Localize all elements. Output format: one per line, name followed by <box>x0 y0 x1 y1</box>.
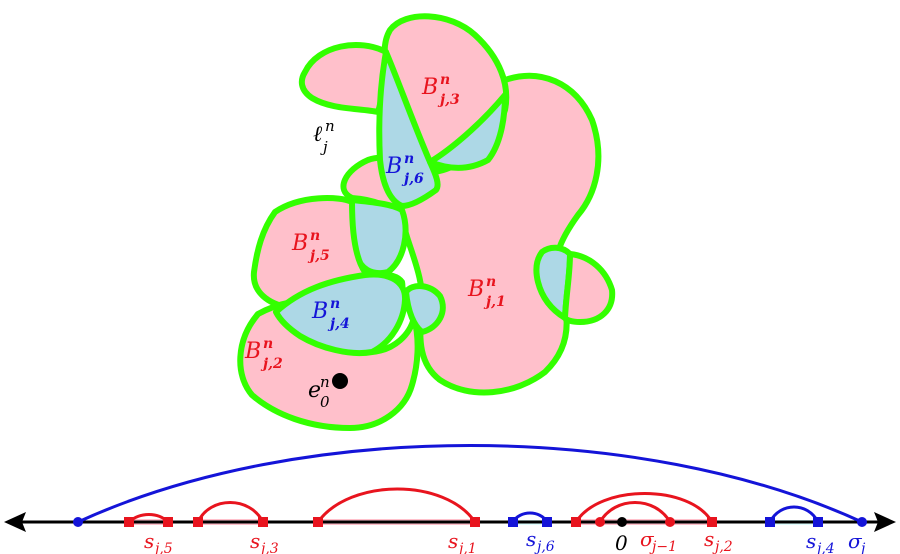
marker-s6-right <box>542 517 552 527</box>
marker-zero <box>617 517 627 527</box>
arc-s1 <box>316 487 477 523</box>
region-blue-small-lower <box>403 283 446 335</box>
arc-s2-outer <box>574 492 714 523</box>
marker-s5-left <box>124 517 134 527</box>
label-e0: e <box>308 378 321 403</box>
label-ell-sup: n <box>325 117 335 135</box>
arc-sigma-prev <box>598 501 672 523</box>
axis-label-zero: 0 <box>615 531 628 554</box>
label-ell-sub: j <box>320 138 328 156</box>
axis-label-sigma-sub: j <box>858 541 866 554</box>
marker-sigma-prev-left <box>595 517 605 527</box>
label-e0-sub: 0 <box>320 393 330 411</box>
region-b6 <box>376 49 441 209</box>
axis-label-s6-sub: j,6 <box>534 539 555 554</box>
region-right-ear <box>562 251 616 325</box>
axis-label-s1: s <box>448 529 458 553</box>
axis-label-sigma-prev-sub: j−1 <box>649 539 677 554</box>
label-b3: B <box>421 75 438 100</box>
label-b6-sub: j,6 <box>401 171 424 187</box>
label-b5-sup: n <box>310 228 320 244</box>
label-b6-sup: n <box>404 151 414 167</box>
label-b4: B <box>311 299 328 324</box>
axis-label-sigma-prev: σ <box>640 527 655 551</box>
axis-label-sigma: σ <box>848 529 863 553</box>
axis-label-s4: s <box>806 529 816 553</box>
left-arrow-icon <box>4 512 26 532</box>
marker-s3-left <box>193 517 203 527</box>
marker-sigma-right <box>857 517 867 527</box>
label-b1-sup: n <box>486 274 496 290</box>
region-b4 <box>273 271 408 356</box>
marker-s2-right <box>707 517 717 527</box>
e0-point <box>332 373 348 389</box>
marker-s1-left <box>313 517 323 527</box>
marker-s1-right <box>470 517 480 527</box>
axis-label-s3-sub: j,3 <box>258 541 279 554</box>
axis-label-s1-sub: j,1 <box>456 541 477 554</box>
axis-label-s5-sub: j,5 <box>152 541 173 554</box>
axis-label-s3: s <box>250 529 260 553</box>
marker-sigma-prev-right <box>665 517 675 527</box>
arc-s3 <box>196 501 265 523</box>
label-b1: B <box>467 277 484 302</box>
label-b2: B <box>244 339 261 364</box>
arc-s4 <box>768 505 820 523</box>
label-b1-sub: j,1 <box>483 294 506 310</box>
marker-sigma-left <box>73 517 83 527</box>
label-b3-sup: n <box>440 72 450 88</box>
region-labels: ℓ n j B n j,3 B n j,6 B n j,5 B n j,1 B … <box>244 72 506 411</box>
label-b2-sup: n <box>263 336 273 352</box>
marker-s3-right <box>258 517 268 527</box>
label-b3-sub: j,3 <box>437 92 460 108</box>
label-b4-sup: n <box>330 296 340 312</box>
label-b2-sub: j,2 <box>260 356 283 372</box>
label-b6: B <box>385 154 402 179</box>
axis-label-s5: s <box>144 529 154 553</box>
arc-sigma <box>77 444 863 524</box>
label-b5-sub: j,5 <box>307 248 330 264</box>
axis-label-s6: s <box>526 527 536 551</box>
marker-s4-left <box>765 517 775 527</box>
marker-s2-left <box>571 517 581 527</box>
axis-label-s2: s <box>704 527 714 551</box>
axis-label-s4-sub: j,4 <box>814 541 835 554</box>
marker-s4-right <box>813 517 823 527</box>
label-ell: ℓ <box>313 122 323 147</box>
label-e0-sup: n <box>320 373 330 391</box>
label-b5: B <box>291 231 308 256</box>
label-b4-sub: j,4 <box>327 316 350 332</box>
number-line <box>4 444 896 532</box>
region-blue-upper-right <box>427 92 508 171</box>
axis-label-s2-sub: j,2 <box>712 539 733 554</box>
axis-labels: s j,5 s j,3 s j,1 s j,6 0 σ j−1 s j,2 s … <box>144 527 866 554</box>
right-arrow-icon <box>874 512 896 532</box>
region-top-left-lobe <box>298 42 389 115</box>
regions <box>237 13 616 431</box>
marker-s6-left <box>508 517 518 527</box>
marker-s5-right <box>163 517 173 527</box>
